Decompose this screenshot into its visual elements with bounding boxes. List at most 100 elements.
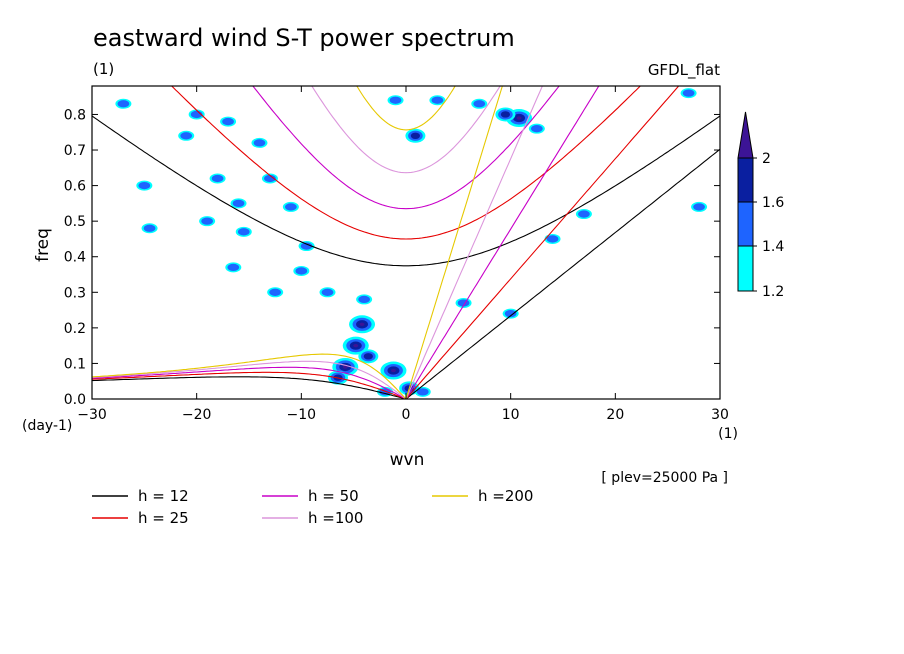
x-axis-ticks: −30 −20 −10 0 10 20 30 — [77, 86, 729, 423]
contour-level-1 — [143, 224, 156, 232]
contour-level-3 — [359, 322, 365, 327]
y-tick-label: 0.8 — [64, 107, 86, 123]
contour-level-1 — [211, 174, 224, 183]
contour-blob — [141, 223, 158, 234]
kelvin-wave-curve — [405, 148, 720, 399]
contour-blob — [429, 95, 446, 106]
shaded-contours — [115, 88, 708, 397]
contour-level-1 — [358, 295, 370, 304]
contour-level-1 — [222, 117, 234, 126]
x-tick-label: 10 — [502, 407, 520, 423]
legend: h = 12 h = 25 h = 50 h =100 h =200 — [92, 487, 533, 527]
colorbar: 1.2 1.4 1.6 2 — [737, 111, 784, 300]
contour-blob — [349, 315, 376, 334]
x-tick-label: 0 — [402, 407, 411, 423]
contour-level-1 — [237, 228, 250, 236]
contour-blob — [387, 95, 404, 106]
contour-level-1 — [201, 217, 213, 225]
y-tick-label: 0.2 — [64, 321, 86, 337]
kelvin-wave-curve — [405, 86, 543, 399]
contour-level-1 — [473, 100, 486, 108]
contour-blob — [342, 336, 369, 355]
contour-blob — [358, 349, 379, 364]
colorbar-label: 1.6 — [762, 195, 784, 211]
kelvin-wave-curve — [405, 86, 503, 399]
rossby-wave-curve — [92, 360, 407, 399]
contour-level-3 — [390, 368, 396, 373]
legend-label: h = 50 — [308, 487, 359, 505]
y-tick-label: 0.3 — [64, 285, 86, 301]
x-axis-unit: (1) — [718, 426, 738, 442]
y-tick-label: 0.5 — [64, 214, 86, 230]
contour-blob — [230, 198, 247, 209]
y-axis-ticks: 0.0 0.1 0.2 0.3 0.4 0.5 0.6 0.7 0.8 — [64, 107, 720, 408]
legend-label: h = 25 — [138, 509, 189, 527]
gravity-wave-curve — [311, 86, 501, 174]
legend-label: h =200 — [478, 487, 533, 505]
contour-blob — [298, 241, 315, 252]
legend-item: h = 25 — [92, 509, 189, 527]
x-tick-label: −30 — [77, 407, 107, 423]
colorbar-label: 1.2 — [762, 284, 784, 300]
contour-level-1 — [693, 203, 705, 211]
contour-level-1 — [138, 181, 151, 190]
contour-blob — [261, 173, 278, 184]
contour-blob — [178, 130, 195, 141]
contour-blob — [319, 287, 336, 298]
contour-blob — [225, 262, 242, 273]
contour-blob — [680, 88, 697, 99]
x-tick-label: 30 — [711, 407, 729, 423]
y-tick-label: 0.6 — [64, 179, 86, 195]
contour-level-1 — [682, 89, 695, 97]
contour-level-1 — [389, 96, 402, 104]
contour-blob — [405, 128, 426, 143]
chart-subtitle-left: (1) — [93, 60, 114, 78]
contour-level-1 — [300, 242, 313, 250]
gravity-wave-curve — [92, 115, 720, 267]
plot-area — [92, 86, 720, 399]
contour-blob — [544, 233, 561, 244]
kelvin-wave-curve — [405, 86, 680, 399]
contour-blob — [471, 98, 488, 109]
colorbar-label: 2 — [762, 151, 771, 167]
colorbar-segment — [737, 157, 754, 203]
contour-blob — [235, 226, 252, 237]
contour-level-3 — [516, 116, 522, 120]
legend-item: h = 12 — [92, 487, 189, 505]
contour-blob — [220, 116, 237, 127]
contour-level-1 — [232, 199, 245, 208]
legend-item: h = 50 — [262, 487, 359, 505]
contour-level-1 — [253, 139, 266, 147]
contour-level-1 — [431, 96, 444, 104]
y-tick-label: 0.1 — [64, 356, 86, 372]
contour-blob — [115, 98, 132, 109]
y-tick-label: 0.0 — [64, 392, 86, 408]
colorbar-segment — [737, 245, 754, 292]
contour-level-1 — [546, 235, 559, 243]
x-tick-label: −10 — [287, 407, 317, 423]
contour-level-1 — [578, 210, 590, 218]
contour-blob — [282, 201, 299, 212]
contour-blob — [495, 107, 516, 122]
contour-level-1 — [504, 309, 517, 318]
contour-level-1 — [321, 288, 334, 296]
kelvin-wave-curve — [405, 86, 600, 399]
legend-item: h =200 — [432, 487, 533, 505]
contour-level-2 — [363, 353, 373, 360]
contour-blob — [267, 287, 284, 298]
contour-blob — [528, 123, 545, 134]
contour-level-3 — [353, 343, 359, 348]
contour-blob — [691, 201, 708, 212]
x-axis-label: wvn — [390, 450, 425, 470]
contour-level-1 — [530, 125, 543, 133]
contour-level-2 — [500, 111, 511, 118]
y-tick-label: 0.7 — [64, 143, 86, 159]
contour-level-1 — [295, 267, 308, 275]
contour-level-1 — [264, 174, 276, 183]
rossby-wave-curve — [92, 371, 407, 399]
legend-label: h = 12 — [138, 487, 189, 505]
contour-blob — [414, 386, 431, 397]
gravity-wave-curve — [356, 86, 456, 131]
contour-blob — [136, 180, 153, 191]
rossby-wave-curve — [92, 376, 407, 399]
